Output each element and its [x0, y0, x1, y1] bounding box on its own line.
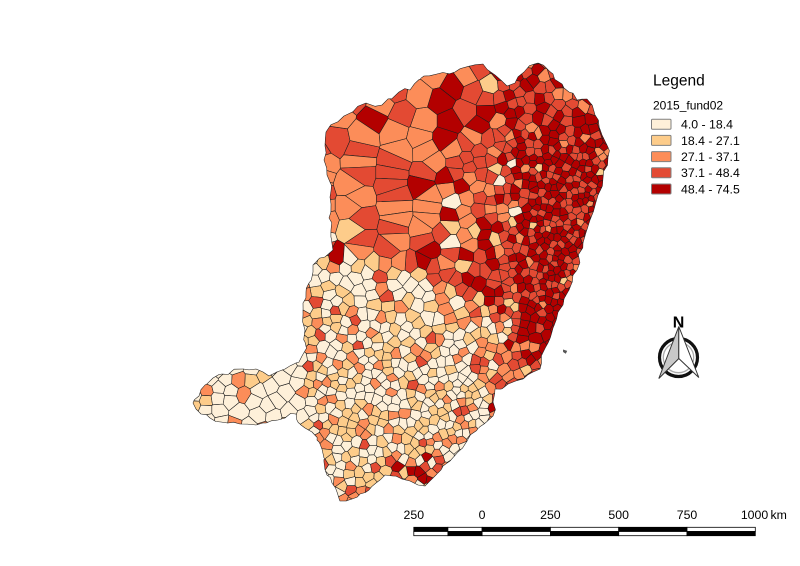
svg-text:4.0 - 18.4: 4.0 - 18.4 — [681, 118, 733, 132]
svg-text:250: 250 — [404, 508, 425, 522]
svg-text:250: 250 — [540, 508, 561, 522]
svg-text:2015_fund02: 2015_fund02 — [653, 99, 723, 113]
svg-text:Legend: Legend — [653, 73, 705, 90]
svg-text:18.4 - 27.1: 18.4 - 27.1 — [681, 134, 740, 148]
svg-text:48.4 - 74.5: 48.4 - 74.5 — [681, 182, 740, 196]
svg-text:1000: 1000 — [741, 508, 769, 522]
svg-text:37.1 - 48.4: 37.1 - 48.4 — [681, 166, 740, 180]
svg-text:500: 500 — [608, 508, 629, 522]
svg-text:N: N — [673, 315, 685, 332]
svg-text:750: 750 — [677, 508, 698, 522]
svg-text:27.1 - 37.1: 27.1 - 37.1 — [681, 150, 740, 164]
svg-text:0: 0 — [479, 508, 486, 522]
svg-text:km: km — [771, 508, 787, 522]
